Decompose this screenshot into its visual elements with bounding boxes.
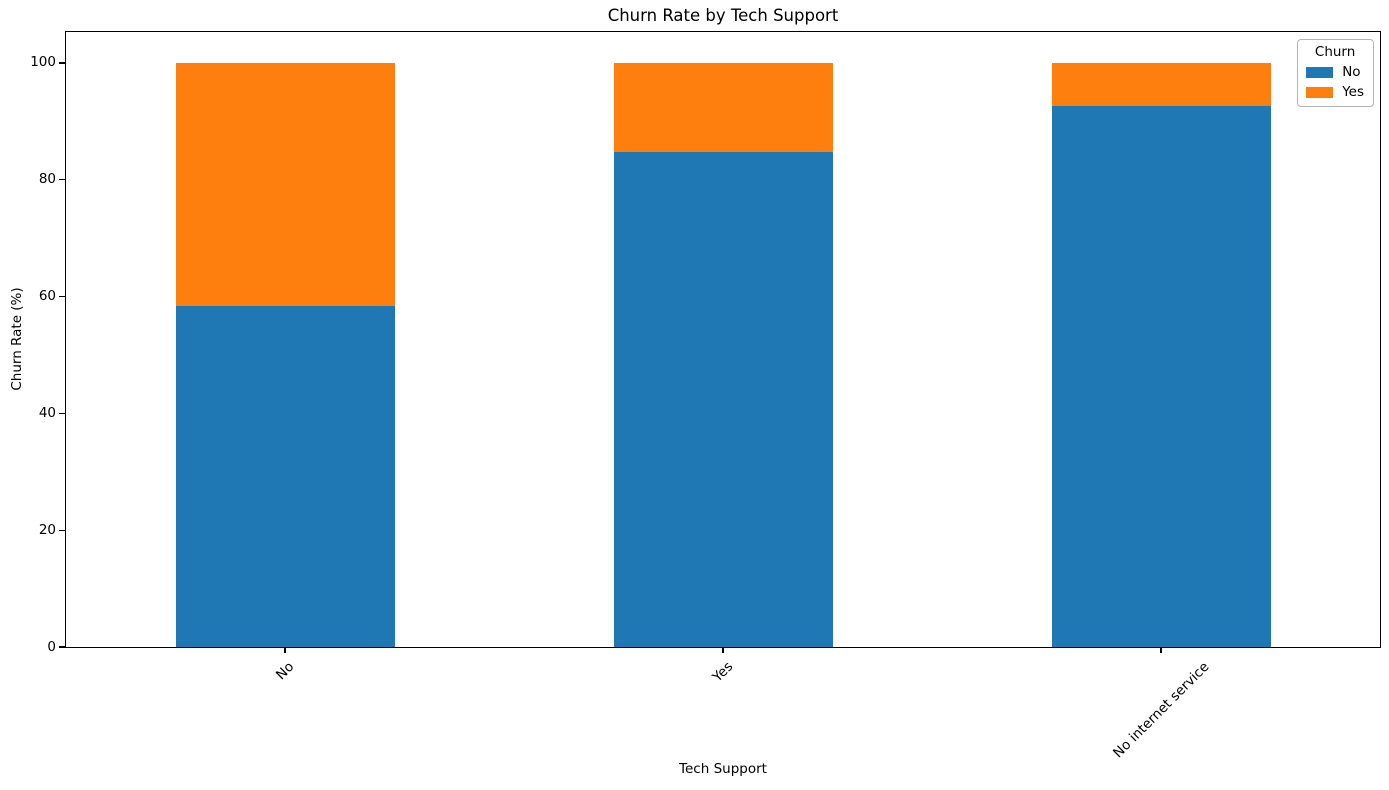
chart-title: Churn Rate by Tech Support	[607, 6, 839, 25]
bar-segment-yes	[613, 62, 833, 152]
y-tick	[59, 62, 66, 64]
y-axis-label: Churn Rate (%)	[9, 287, 25, 391]
x-axis-label: Tech Support	[679, 761, 767, 777]
x-tick-label: No	[273, 658, 298, 684]
x-tick-label: No internet service	[1109, 659, 1212, 762]
y-tick-label: 100	[30, 54, 56, 71]
x-tick	[284, 647, 286, 653]
x-tick-label: Yes	[709, 659, 737, 686]
bar-segment-no	[1051, 106, 1271, 647]
y-tick-label: 60	[38, 288, 56, 305]
bar-segment-no	[175, 305, 395, 647]
legend: Churn No Yes	[1297, 39, 1374, 107]
x-tick	[722, 647, 724, 653]
bar-segment-yes	[175, 62, 395, 306]
legend-entry-no: No	[1306, 64, 1364, 80]
legend-swatch	[1306, 66, 1334, 78]
legend-label: No	[1342, 64, 1361, 80]
y-tick-label: 40	[38, 404, 56, 421]
plot-area: Churn No Yes	[66, 32, 1380, 647]
bar-segment-yes	[1051, 62, 1271, 107]
y-tick	[59, 179, 66, 181]
x-tick	[1160, 647, 1162, 653]
legend-swatch	[1306, 86, 1334, 98]
legend-title: Churn	[1314, 44, 1356, 60]
legend-entry-yes: Yes	[1306, 84, 1364, 100]
y-tick	[59, 529, 66, 531]
y-tick	[59, 295, 66, 298]
y-tick	[59, 646, 66, 648]
y-tick-label: 0	[47, 638, 56, 655]
legend-entries: No Yes	[1306, 64, 1364, 100]
legend-label: Yes	[1342, 84, 1364, 100]
y-tick-label: 80	[38, 171, 56, 188]
bar-segment-no	[613, 151, 833, 647]
y-tick	[59, 412, 66, 414]
y-tick-label: 20	[38, 521, 56, 538]
